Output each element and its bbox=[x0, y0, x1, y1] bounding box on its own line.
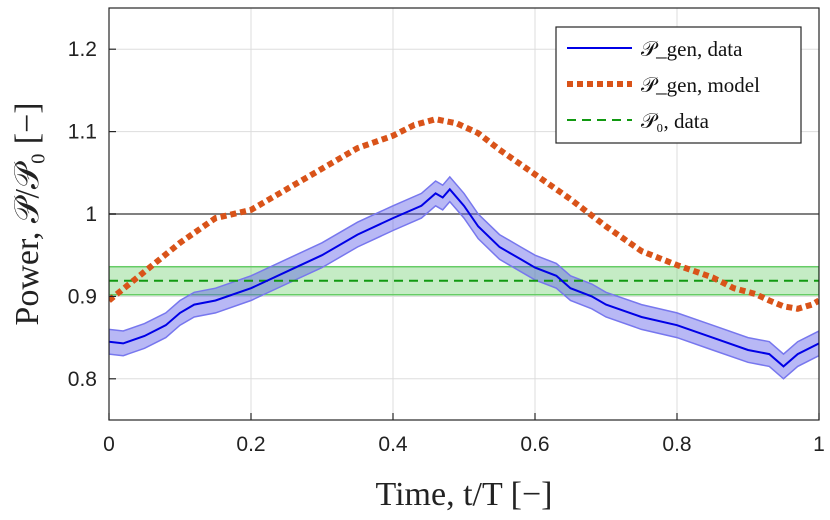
x-tick-label: 0 bbox=[103, 433, 115, 456]
x-tick-label: 0.8 bbox=[662, 433, 691, 456]
series-lines bbox=[109, 116, 819, 368]
legend: 𝒫_gen, data 𝒫_gen, model 𝒫₀, data bbox=[555, 26, 802, 144]
y-tick-label: 0.9 bbox=[68, 285, 97, 308]
x-tick-label: 1 bbox=[813, 433, 825, 456]
legend-label-pgen-model: 𝒫_gen, model bbox=[641, 73, 760, 97]
legend-label-p0-data: 𝒫₀, data bbox=[641, 109, 710, 133]
y-tick-label: 1.1 bbox=[68, 121, 97, 144]
legend-label-pgen-data: 𝒫_gen, data bbox=[641, 37, 743, 61]
x-tick-label: 0.4 bbox=[378, 433, 408, 456]
pgen-model-line bbox=[109, 116, 819, 312]
y-tick-label: 0.8 bbox=[68, 368, 97, 391]
x-tick-label: 0.2 bbox=[236, 433, 265, 456]
legend-box bbox=[555, 26, 802, 144]
pgen-data-band bbox=[109, 175, 819, 380]
pgen-data-line bbox=[109, 187, 819, 368]
y-axis-label: Power, 𝒫/𝒫₀ [−] bbox=[9, 102, 46, 325]
y-tick-label: 1.2 bbox=[68, 38, 97, 61]
x-tick-label: 0.6 bbox=[520, 433, 549, 456]
x-axis-label: Time, t/T [−] bbox=[376, 476, 553, 513]
ticks: 0 0.2 0.4 0.6 0.8 1 0.8 0.9 1 1.1 1.2 bbox=[68, 38, 825, 456]
y-tick-label: 1 bbox=[85, 203, 97, 226]
